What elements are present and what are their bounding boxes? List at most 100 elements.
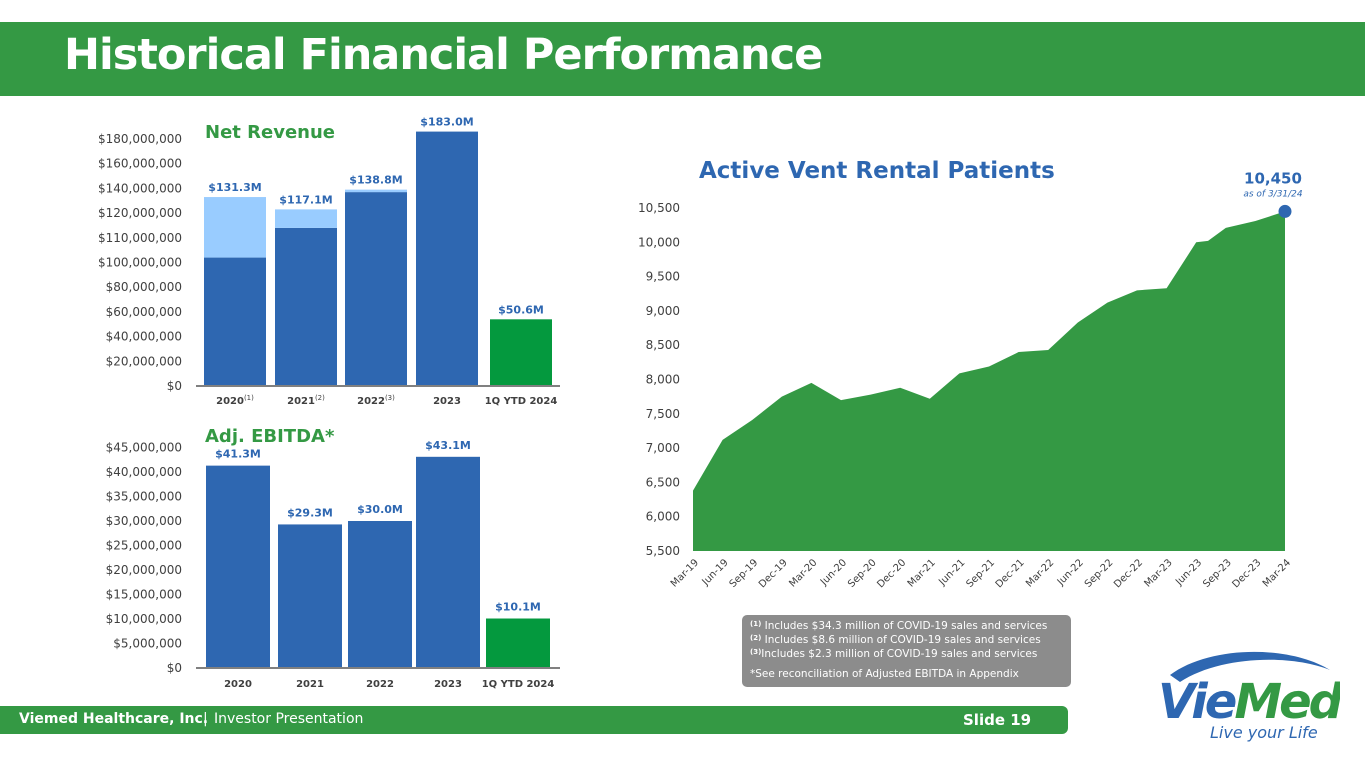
logo-tagline: Live your Life: [1210, 723, 1318, 742]
adj-ebitda-data-label: $30.0M: [357, 503, 403, 516]
page-title: Historical Financial Performance: [64, 30, 823, 80]
net-revenue-chart: $0 $20,000,000 $40,000,000 $60,000,000 $80,0…: [98, 116, 560, 407]
adj-ebitda-y-tick: $15,000,000: [106, 588, 182, 602]
footnote-3-marker: (3): [750, 648, 762, 656]
net-revenue-y-tick: $110,000,000: [98, 231, 182, 245]
net-revenue-bar: [490, 319, 552, 386]
vent-patients-y-tick: 6,000: [646, 510, 680, 524]
net-revenue-data-label: $138.8M: [349, 174, 402, 187]
logo-wordmark: VieMed: [1158, 674, 1340, 730]
vent-patients-x-label: Sep-20: [846, 557, 879, 590]
net-revenue-data-label: $50.6M: [498, 303, 544, 316]
vent-patients-x-label: Mar-24: [1261, 557, 1293, 589]
net-revenue-data-label: $131.3M: [208, 181, 261, 194]
adj-ebitda-y-tick: $5,000,000: [113, 637, 182, 651]
adj-ebitda-chart: $0 $5,000,000 $10,000,000 $15,000,000 $20,00…: [106, 426, 560, 690]
vent-patients-chart: Active Vent Rental Patients 5,500 6,000 6,…: [638, 158, 1303, 590]
adj-ebitda-x-label: 2021: [296, 679, 324, 690]
adj-ebitda-data-label: $29.3M: [287, 506, 333, 519]
footnote-2: (2) Includes $8.6 million of COVID-19 sa…: [750, 634, 1041, 646]
adj-ebitda-y-tick: $25,000,000: [106, 539, 182, 553]
vent-patients-x-label: Mar-23: [1143, 557, 1175, 589]
footnote-1-text: Includes $34.3 million of COVID-19 sales…: [764, 620, 1048, 632]
vent-patients-x-label: Mar-21: [906, 557, 938, 589]
slide-number: Slide 19: [963, 711, 1032, 729]
footnote-1-marker: (1): [750, 620, 762, 628]
net-revenue-x-label: 2022(3): [357, 394, 395, 407]
vent-patients-x-label: Jun-23: [1173, 557, 1204, 588]
vent-patients-x-label: Dec-23: [1231, 557, 1264, 590]
end-value-note: as of 3/31/24: [1243, 189, 1303, 199]
vent-patients-y-tick: 7,000: [646, 441, 680, 455]
net-revenue-x-label-sup: (2): [315, 394, 325, 402]
vent-patients-x-label: Jun-22: [1055, 557, 1086, 588]
adj-ebitda-bar: [206, 465, 270, 668]
adj-ebitda-bar: [348, 521, 412, 668]
adj-ebitda-y-tick: $0: [167, 661, 182, 675]
adj-ebitda-x-label: 2023: [434, 679, 462, 690]
vent-patients-y-tick: 10,000: [638, 235, 680, 249]
net-revenue-covid-bar: [204, 197, 266, 258]
net-revenue-covid-bar: [275, 209, 337, 228]
net-revenue-x-label: 1Q YTD 2024: [485, 396, 558, 407]
net-revenue-x-label-text: 2020: [216, 396, 244, 407]
net-revenue-data-label: $117.1M: [279, 193, 332, 206]
footnote-2-text: Includes $8.6 million of COVID-19 sales …: [764, 634, 1041, 646]
net-revenue-x-label-text: 2021: [287, 396, 315, 407]
adj-ebitda-y-tick: $30,000,000: [106, 514, 182, 528]
logo-vie: Vie: [1158, 674, 1236, 730]
adj-ebitda-data-label: $41.3M: [215, 448, 261, 461]
adj-ebitda-y-tick: $40,000,000: [106, 465, 182, 479]
net-revenue-y-tick: $60,000,000: [106, 305, 182, 319]
adj-ebitda-x-label: 2022: [366, 679, 394, 690]
net-revenue-x-label-sup: (3): [385, 394, 395, 402]
net-revenue-y-tick: $180,000,000: [98, 132, 182, 146]
adj-ebitda-x-label: 1Q YTD 2024: [482, 679, 555, 690]
adj-ebitda-x-label: 2020: [224, 679, 252, 690]
vent-patients-x-label: Jun-21: [936, 557, 967, 588]
footer-presentation: Investor Presentation: [214, 711, 364, 727]
net-revenue-y-tick: $140,000,000: [98, 181, 182, 195]
net-revenue-title: Net Revenue: [205, 122, 335, 143]
vent-patients-area: [693, 211, 1285, 551]
vent-patients-x-label: Jun-19: [700, 557, 731, 588]
adj-ebitda-bar: [486, 618, 550, 668]
vent-patients-x-label: Sep-23: [1201, 557, 1234, 590]
adj-ebitda-y-tick: $45,000,000: [106, 441, 182, 455]
vent-patients-y-tick: 9,000: [646, 304, 680, 318]
vent-patients-y-tick: 8,500: [646, 338, 680, 352]
footer-band: [0, 706, 1068, 734]
footnote-3: (3)Includes $2.3 million of COVID-19 sal…: [750, 648, 1037, 660]
net-revenue-bar: [275, 227, 337, 386]
vent-patients-x-label: Mar-22: [1024, 557, 1056, 589]
net-revenue-x-label-text: 1Q YTD 2024: [485, 396, 558, 407]
vent-patients-y-tick: 9,500: [646, 270, 680, 284]
vent-patients-x-label: Mar-20: [787, 557, 819, 589]
net-revenue-y-tick: $40,000,000: [106, 330, 182, 344]
vent-patients-x-label: Sep-21: [964, 557, 997, 590]
logo-swoosh: [1170, 651, 1330, 682]
vent-patients-x-label: Sep-22: [1083, 557, 1116, 590]
adj-ebitda-y-tick: $10,000,000: [106, 612, 182, 626]
net-revenue-y-tick: $80,000,000: [106, 280, 182, 294]
net-revenue-y-tick: $160,000,000: [98, 157, 182, 171]
net-revenue-y-tick: $20,000,000: [106, 354, 182, 368]
net-revenue-x-label-text: 2022: [357, 396, 385, 407]
vent-patients-y-tick: 10,500: [638, 201, 680, 215]
net-revenue-x-label-text: 2023: [433, 396, 461, 407]
logo-med: Med: [1234, 674, 1340, 730]
adj-ebitda-y-tick: $20,000,000: [106, 563, 182, 577]
net-revenue-y-tick: $0: [167, 379, 182, 393]
footer-separator: |: [203, 711, 208, 727]
vent-patients-x-label: Mar-19: [669, 557, 701, 589]
net-revenue-covid-bar: [345, 189, 407, 193]
vent-patients-x-label: Dec-22: [1112, 557, 1145, 590]
end-value-marker: [1278, 204, 1292, 218]
viemed-logo: VieMed Live your Life: [1158, 651, 1340, 742]
net-revenue-y-tick: $100,000,000: [98, 256, 182, 270]
net-revenue-x-label: 2021(2): [287, 394, 325, 407]
vent-patients-x-label: Sep-19: [728, 557, 761, 590]
adj-ebitda-title: Adj. EBITDA*: [205, 426, 335, 447]
net-revenue-bar: [345, 192, 407, 386]
net-revenue-x-label: 2020(1): [216, 394, 254, 407]
